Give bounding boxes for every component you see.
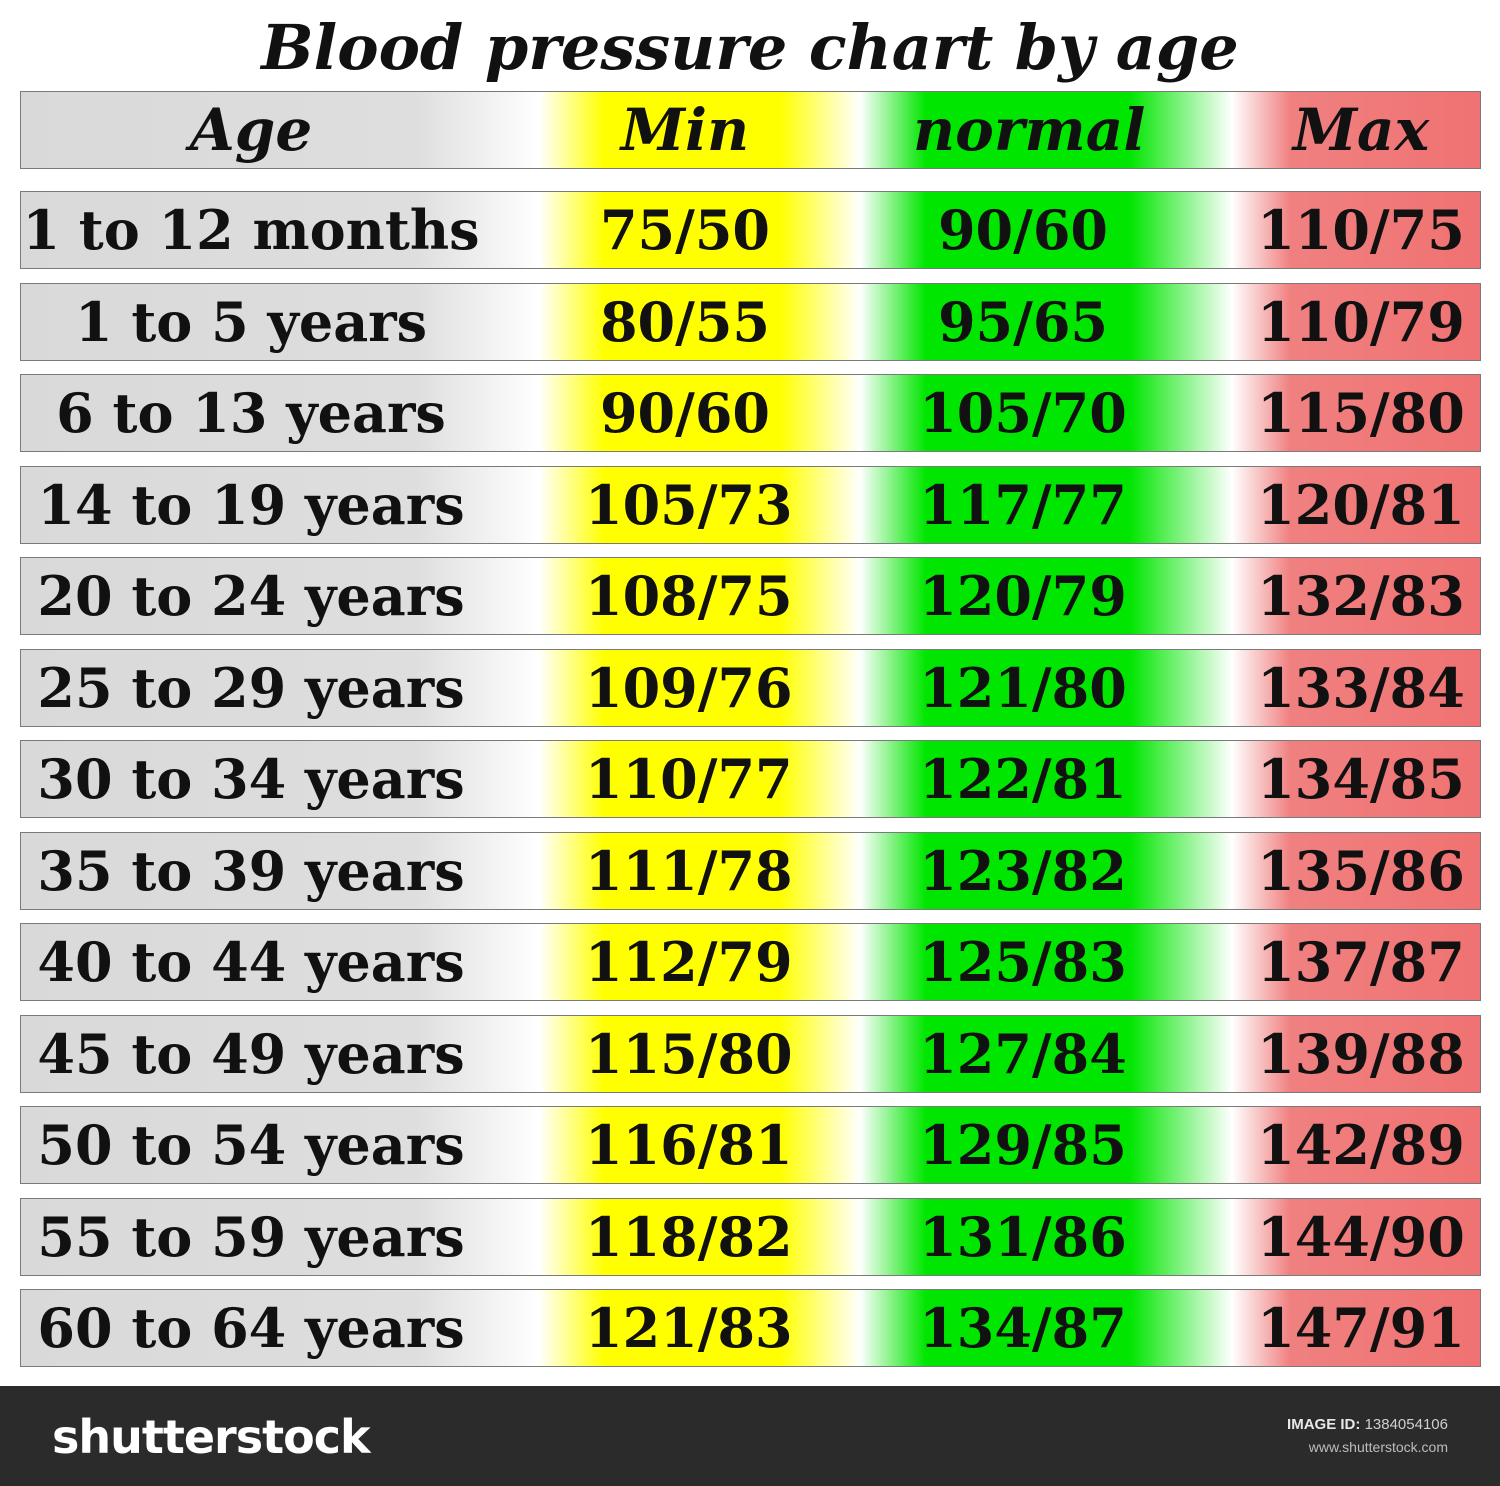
age-cell: 55 to 59 years: [37, 1205, 465, 1269]
min-cell: 75/50: [599, 198, 770, 262]
normal-cell: 95/65: [937, 290, 1108, 354]
image-id-label: IMAGE ID:: [1287, 1416, 1361, 1433]
max-cell: 110/79: [1257, 290, 1465, 354]
min-cell: 121/83: [585, 1296, 793, 1360]
age-cell: 35 to 39 years: [37, 839, 465, 903]
normal-cell: 122/81: [919, 747, 1127, 811]
table-row: 25 to 29 years 109/76 121/80 133/84: [20, 649, 1481, 727]
age-cell: 40 to 44 years: [37, 930, 465, 994]
normal-cell: 117/77: [919, 473, 1127, 537]
max-cell: 142/89: [1257, 1113, 1465, 1177]
table-row: 35 to 39 years 111/78 123/82 135/86: [20, 832, 1481, 910]
min-cell: 108/75: [585, 564, 793, 628]
normal-cell: 127/84: [919, 1022, 1127, 1086]
min-cell: 109/76: [585, 656, 793, 720]
header-age: Age: [189, 96, 313, 164]
normal-cell: 131/86: [919, 1205, 1127, 1269]
min-cell: 116/81: [585, 1113, 793, 1177]
max-cell: 120/81: [1257, 473, 1465, 537]
table-row: 30 to 34 years 110/77 122/81 134/85: [20, 740, 1481, 818]
normal-cell: 125/83: [919, 930, 1127, 994]
image-id: 1384054106: [1364, 1416, 1448, 1433]
age-cell: 20 to 24 years: [37, 564, 465, 628]
table-row: 55 to 59 years 118/82 131/86 144/90: [20, 1198, 1481, 1276]
table-row: 45 to 49 years 115/80 127/84 139/88: [20, 1015, 1481, 1093]
table-row: 1 to 12 months 75/50 90/60 110/75: [20, 191, 1481, 269]
table-row: 20 to 24 years 108/75 120/79 132/83: [20, 557, 1481, 635]
normal-cell: 105/70: [919, 381, 1127, 445]
normal-cell: 120/79: [919, 564, 1127, 628]
max-cell: 144/90: [1257, 1205, 1465, 1269]
normal-cell: 134/87: [919, 1296, 1127, 1360]
max-cell: 133/84: [1257, 656, 1465, 720]
min-cell: 111/78: [585, 839, 793, 903]
age-cell: 1 to 12 months: [22, 198, 480, 262]
age-cell: 30 to 34 years: [37, 747, 465, 811]
max-cell: 110/75: [1257, 198, 1465, 262]
min-cell: 110/77: [585, 747, 793, 811]
min-cell: 112/79: [585, 930, 793, 994]
max-cell: 132/83: [1257, 564, 1465, 628]
age-cell: 25 to 29 years: [37, 656, 465, 720]
table-row: 60 to 64 years 121/83 134/87 147/91: [20, 1289, 1481, 1367]
age-cell: 14 to 19 years: [37, 473, 465, 537]
age-cell: 1 to 5 years: [74, 290, 428, 354]
table-row: 6 to 13 years 90/60 105/70 115/80: [20, 374, 1481, 452]
min-cell: 115/80: [585, 1022, 793, 1086]
shutterstock-logo: shutterstock: [52, 1410, 371, 1464]
site-url: www.shutterstock.com: [1308, 1439, 1448, 1455]
age-cell: 50 to 54 years: [37, 1113, 465, 1177]
age-cell: 60 to 64 years: [37, 1296, 465, 1360]
min-cell: 80/55: [599, 290, 770, 354]
header-normal: normal: [913, 96, 1146, 164]
max-cell: 147/91: [1257, 1296, 1465, 1360]
min-cell: 90/60: [599, 381, 770, 445]
normal-cell: 123/82: [919, 839, 1127, 903]
header-max: Max: [1292, 96, 1430, 164]
normal-cell: 129/85: [919, 1113, 1127, 1177]
max-cell: 139/88: [1257, 1022, 1465, 1086]
min-cell: 105/73: [585, 473, 793, 537]
max-cell: 134/85: [1257, 747, 1465, 811]
normal-cell: 121/80: [919, 656, 1127, 720]
table-row: 50 to 54 years 116/81 129/85 142/89: [20, 1106, 1481, 1184]
min-cell: 118/82: [585, 1205, 793, 1269]
max-cell: 135/86: [1257, 839, 1465, 903]
table-row: 14 to 19 years 105/73 117/77 120/81: [20, 466, 1481, 544]
table-row: 1 to 5 years 80/55 95/65 110/79: [20, 283, 1481, 361]
age-cell: 6 to 13 years: [56, 381, 446, 445]
age-cell: 45 to 49 years: [37, 1022, 465, 1086]
max-cell: 137/87: [1257, 930, 1465, 994]
image-meta: IMAGE ID: 1384054106 www.shutterstock.co…: [1287, 1414, 1448, 1458]
footer-bar: shutterstock IMAGE ID: 1384054106 www.sh…: [0, 1386, 1500, 1486]
chart-frame: Blood pressure chart by age Age Min norm…: [20, 11, 1481, 1367]
normal-cell: 90/60: [937, 198, 1108, 262]
page-title: Blood pressure chart by age: [261, 11, 1239, 84]
max-cell: 115/80: [1257, 381, 1465, 445]
table-row: 40 to 44 years 112/79 125/83 137/87: [20, 923, 1481, 1001]
header-min: Min: [620, 96, 750, 164]
table-header-row: Age Min normal Max: [20, 91, 1481, 169]
